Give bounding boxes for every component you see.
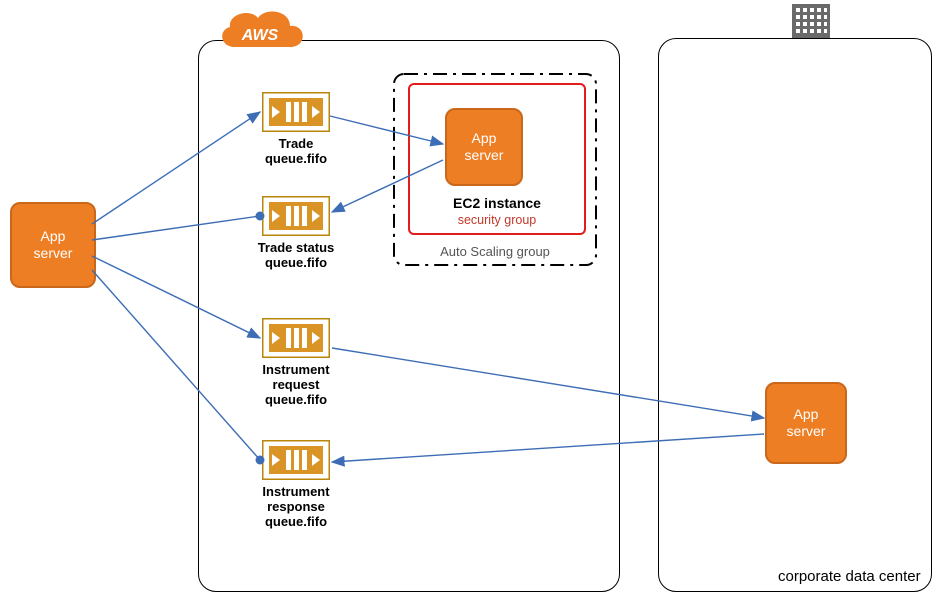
app-server-corp-label: App server xyxy=(787,406,826,440)
app-server-cloud: App server xyxy=(445,108,523,186)
aws-cloud-icon: AWS xyxy=(210,2,310,62)
corporate-datacenter-box xyxy=(658,38,932,592)
auto-scaling-group-label: Auto Scaling group xyxy=(392,244,598,259)
building-icon xyxy=(788,0,834,42)
queue-trade-label: Trade queue.fifo xyxy=(241,136,351,166)
queue-trade_status xyxy=(262,196,330,236)
app-server-left-label: App server xyxy=(34,228,73,262)
queue-trade xyxy=(262,92,330,132)
security-group-label: security group xyxy=(410,213,584,227)
corporate-datacenter-label: corporate data center xyxy=(778,568,921,585)
queue-inst_resp-label: Instrument response queue.fifo xyxy=(241,484,351,529)
aws-label: AWS xyxy=(241,27,279,44)
queue-inst_resp xyxy=(262,440,330,480)
ec2-instance-label: EC2 instance xyxy=(410,195,584,211)
app-server-left: App server xyxy=(10,202,96,288)
queue-inst_req xyxy=(262,318,330,358)
app-server-cloud-label: App server xyxy=(465,130,504,164)
queue-inst_req-label: Instrument request queue.fifo xyxy=(241,362,351,407)
app-server-corp: App server xyxy=(765,382,847,464)
queue-trade_status-label: Trade status queue.fifo xyxy=(241,240,351,270)
